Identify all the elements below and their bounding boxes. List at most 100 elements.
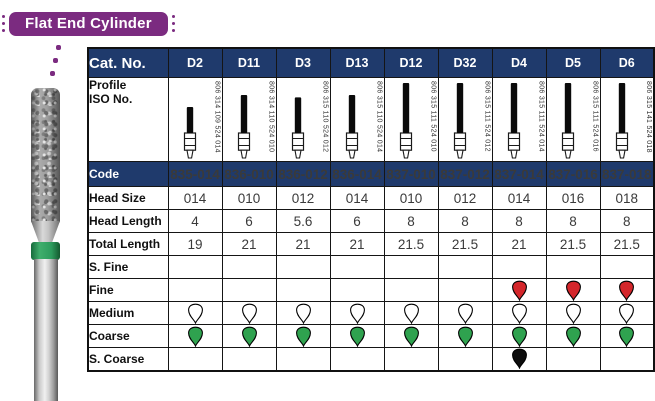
grit-row-s-coarse: S. Coarse bbox=[87, 347, 655, 371]
grit-cell-D5 bbox=[545, 324, 601, 348]
bur-diamond-head bbox=[31, 88, 60, 223]
spec-row-head-size: Head Size 014 010 012 014 010 012 014 016 018 bbox=[87, 186, 655, 210]
badge-ornament-right-icon bbox=[171, 22, 175, 25]
grit-cell-D11 bbox=[221, 324, 277, 348]
spec-cell-D6: 018 bbox=[599, 186, 655, 210]
profile-cell-D3: 806 315 110 524 012 bbox=[275, 77, 331, 162]
grit-cell-D4 bbox=[491, 278, 547, 302]
spec-cell-D5: 837-016 bbox=[545, 161, 601, 187]
grit-cell-D2 bbox=[167, 347, 223, 371]
spec-cell-D2: 4 bbox=[167, 209, 223, 233]
row-label: Head Size bbox=[87, 186, 169, 210]
spec-cell-D32: 012 bbox=[437, 186, 493, 210]
column-header-D4: D4 bbox=[491, 47, 547, 78]
grit-diamond-icon bbox=[619, 303, 635, 324]
row-label: Code bbox=[87, 161, 169, 187]
grit-cell-D6 bbox=[599, 278, 655, 302]
grit-diamond-icon bbox=[187, 303, 203, 324]
iso-number: 806 315 141 524 018 bbox=[645, 81, 652, 153]
grit-diamond-icon bbox=[511, 280, 527, 301]
profile-iso-label: Profile ISO No. bbox=[87, 77, 169, 162]
grit-row-s-fine: S. Fine bbox=[87, 255, 655, 279]
iso-number: 806 315 110 524 012 bbox=[321, 81, 329, 153]
spec-cell-D13: 014 bbox=[329, 186, 385, 210]
spec-cell-D2: 19 bbox=[167, 232, 223, 256]
grit-diamond-icon bbox=[565, 280, 581, 301]
grit-row-fine: Fine bbox=[87, 278, 655, 302]
iso-number: 806 315 111 524 016 bbox=[591, 81, 599, 152]
column-header-D13: D13 bbox=[329, 47, 385, 78]
grit-cell-D2 bbox=[167, 255, 223, 279]
spec-cell-D11: 836-010 bbox=[221, 161, 277, 187]
grit-diamond-icon bbox=[295, 326, 311, 347]
spec-cell-D4: 014 bbox=[491, 186, 547, 210]
spec-cell-D12: 010 bbox=[383, 186, 439, 210]
column-header-D6: D6 bbox=[599, 47, 655, 78]
spec-cell-D11: 21 bbox=[221, 232, 277, 256]
spec-cell-D6: 21.5 bbox=[599, 232, 655, 256]
decorative-dot-icon bbox=[50, 71, 55, 76]
column-header-D3: D3 bbox=[275, 47, 331, 78]
grit-cell-D3 bbox=[275, 255, 331, 279]
grit-cell-D4 bbox=[491, 324, 547, 348]
iso-number: 806 315 110 524 014 bbox=[375, 81, 383, 153]
grit-cell-D11 bbox=[221, 278, 277, 302]
profile-iso-row: Profile ISO No. 806 314 109 524 014 806 3… bbox=[87, 77, 655, 162]
grit-cell-D11 bbox=[221, 347, 277, 371]
spec-row-total-length: Total Length 19 21 21 21 21.5 21.5 21 21.5 21.5 bbox=[87, 232, 655, 256]
grit-cell-D5 bbox=[545, 301, 601, 325]
column-header-D32: D32 bbox=[437, 47, 493, 78]
grit-cell-D6 bbox=[599, 324, 655, 348]
spec-cell-D12: 21.5 bbox=[383, 232, 439, 256]
bur-profile-icon bbox=[507, 83, 520, 159]
spec-cell-D3: 5.6 bbox=[275, 209, 331, 233]
spec-cell-D4: 837-014 bbox=[491, 161, 547, 187]
grit-cell-D5 bbox=[545, 278, 601, 302]
table-header-row: Cat. No. D2 D11 D3 D13 D12 D32 D4 D5 D6 bbox=[87, 47, 655, 78]
spec-cell-D11: 010 bbox=[221, 186, 277, 210]
spec-cell-D13: 6 bbox=[329, 209, 385, 233]
bur-grit-band bbox=[31, 242, 60, 260]
grit-diamond-icon bbox=[241, 326, 257, 347]
row-label: S. Coarse bbox=[87, 347, 169, 371]
grit-cell-D5 bbox=[545, 347, 601, 371]
row-label: Head Length bbox=[87, 209, 169, 233]
bur-neck bbox=[31, 221, 60, 243]
grit-cell-D13 bbox=[329, 301, 385, 325]
grit-cell-D4 bbox=[491, 301, 547, 325]
bur-profile-icon bbox=[291, 97, 304, 159]
grit-diamond-icon bbox=[349, 326, 365, 347]
profile-cell-D12: 806 315 111 524 010 bbox=[383, 77, 439, 162]
bur-profile-icon bbox=[183, 107, 196, 159]
grit-cell-D11 bbox=[221, 255, 277, 279]
row-label: Total Length bbox=[87, 232, 169, 256]
grit-cell-D3 bbox=[275, 301, 331, 325]
grit-diamond-icon bbox=[295, 303, 311, 324]
spec-cell-D4: 8 bbox=[491, 209, 547, 233]
grit-cell-D12 bbox=[383, 347, 439, 371]
grit-cell-D6 bbox=[599, 301, 655, 325]
grit-diamond-icon bbox=[511, 303, 527, 324]
diamond-bur-photo bbox=[28, 88, 80, 401]
grit-diamond-icon bbox=[565, 326, 581, 347]
grit-cell-D12 bbox=[383, 301, 439, 325]
bur-profile-icon bbox=[399, 83, 412, 159]
bur-profile-icon bbox=[561, 83, 574, 159]
grit-cell-D13 bbox=[329, 278, 385, 302]
profile-cell-D2: 806 314 109 524 014 bbox=[167, 77, 223, 162]
grit-row-coarse: Coarse bbox=[87, 324, 655, 348]
bur-profile-icon bbox=[453, 83, 466, 159]
grit-cell-D32 bbox=[437, 324, 493, 348]
spec-cell-D12: 837-010 bbox=[383, 161, 439, 187]
grit-diamond-icon bbox=[619, 326, 635, 347]
spec-cell-D5: 21.5 bbox=[545, 232, 601, 256]
grit-diamond-icon bbox=[403, 303, 419, 324]
bur-profile-icon bbox=[345, 95, 358, 159]
spec-cell-D3: 836-012 bbox=[275, 161, 331, 187]
spec-cell-D13: 836-014 bbox=[329, 161, 385, 187]
grit-cell-D4 bbox=[491, 347, 547, 371]
grit-cell-D6 bbox=[599, 255, 655, 279]
bur-profile-icon bbox=[615, 83, 628, 159]
grit-cell-D32 bbox=[437, 301, 493, 325]
